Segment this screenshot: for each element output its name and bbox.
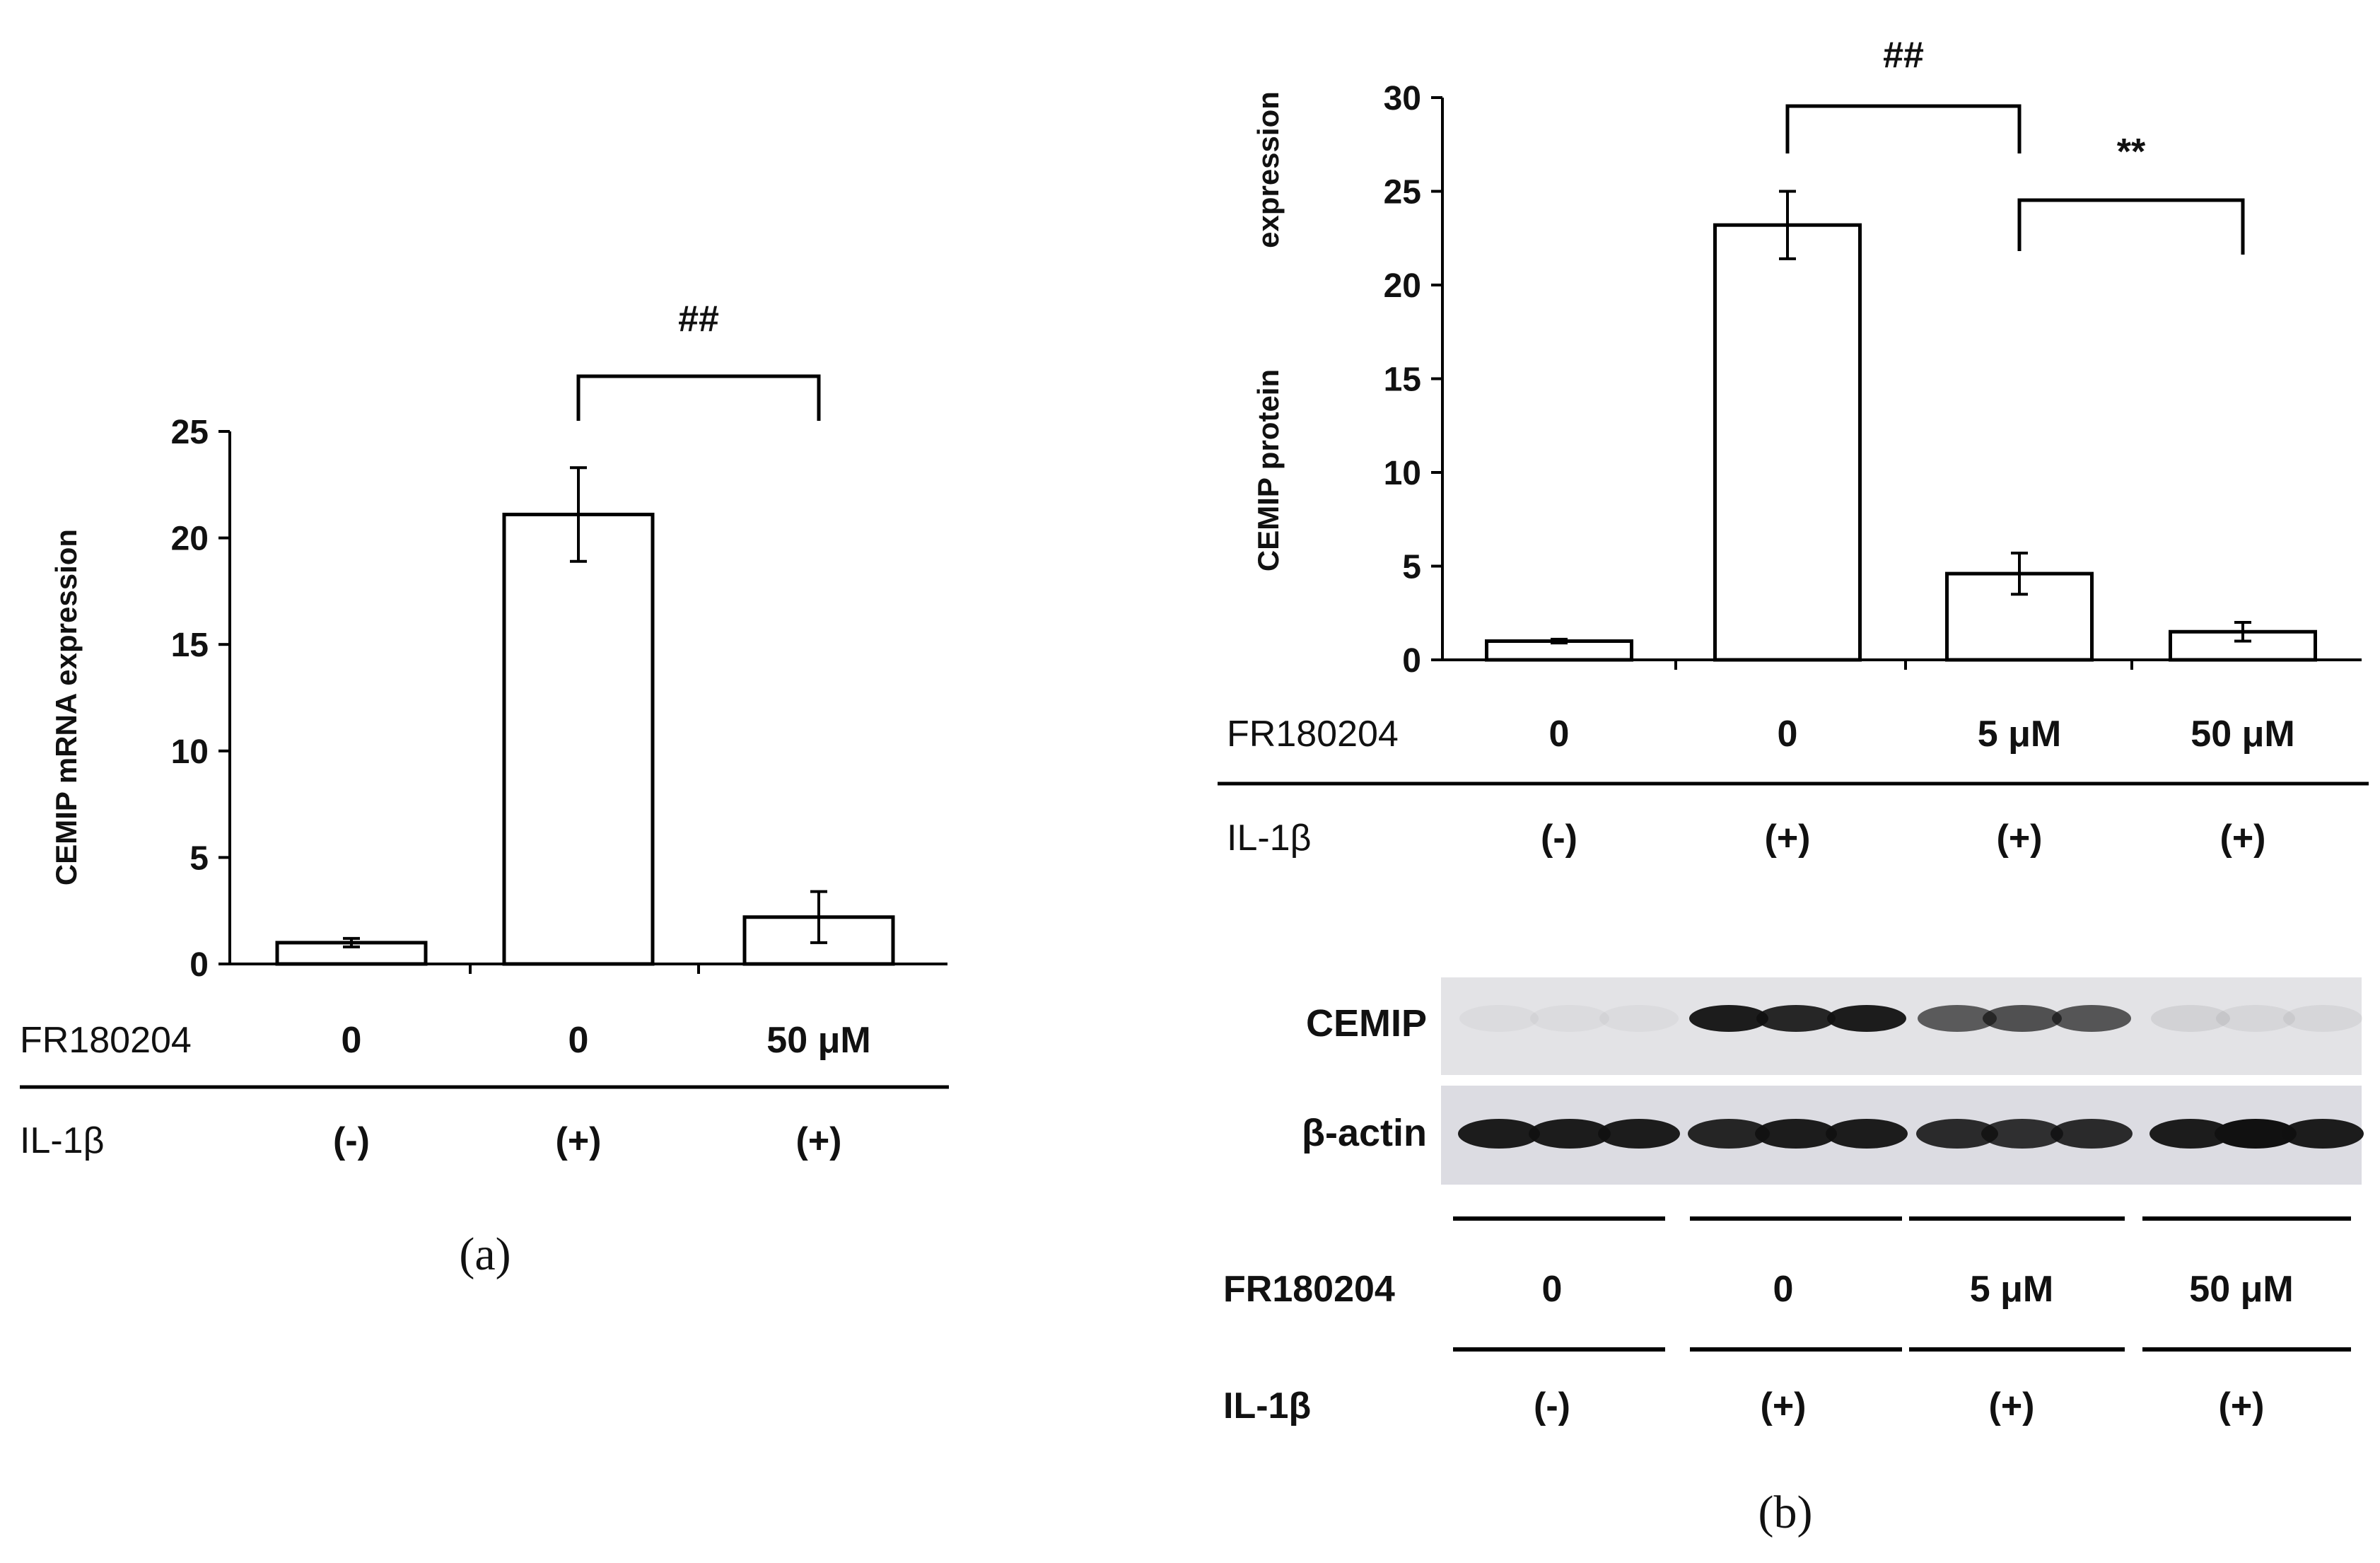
chartA-sig-bracket-0: [576, 374, 821, 421]
chartB-ytick-label: 10: [1384, 455, 1421, 492]
blot-band-actin-11: [2282, 1119, 2364, 1149]
blot-band-cemip-2: [1599, 1005, 1679, 1032]
chartB-row-0-value-2: 5 μM: [1978, 714, 2062, 755]
blot-bands: [1458, 1005, 2364, 1149]
blot-band-actin-0: [1458, 1119, 1540, 1149]
western-blot: CEMIP β-actin FR180204 0 0 5 μM 50 μM IL-1β (-…: [1223, 977, 2364, 1538]
chartA-ytick-label: 15: [171, 627, 209, 664]
blot-band-actin-8: [2051, 1119, 2133, 1149]
blot-band-cemip-3: [1689, 1005, 1768, 1032]
chartB-ytick-label: 0: [1402, 642, 1421, 680]
blot-band-actin-6: [1916, 1119, 1998, 1149]
chartB-sig-bracket-0: [1785, 104, 2022, 153]
chart-a-plot: ##: [228, 298, 947, 974]
chart-a: CEMIP mRNA expression 0 5 10 15 20 25 ## FR18…: [20, 298, 949, 1280]
chartA-sig-label-0: ##: [678, 298, 719, 339]
chartA-row-1-value-2: (+): [796, 1120, 842, 1161]
chart-b-rows: FR180204 0 0 5 μM 50 μM IL-1β (-) (+) (+) (+): [1218, 714, 2369, 859]
blot-band-cemip-10: [2216, 1005, 2295, 1032]
chart-a-yticks: 0 5 10 15 20 25: [171, 414, 230, 984]
blot-band-actin-5: [1826, 1119, 1908, 1149]
chartA-ytick-label: 25: [171, 414, 209, 451]
chartA-row-0-value-1: 0: [568, 1020, 589, 1061]
chartB-ytick-label: 20: [1384, 267, 1421, 305]
chartA-row-0-value-2: 50 μM: [766, 1020, 870, 1061]
chartA-row-label-0: FR180204: [20, 1020, 192, 1061]
panel-b-label: (b): [1758, 1487, 1813, 1538]
chart-b-plot: ## **: [1441, 35, 2362, 670]
blot-band-actin-4: [1755, 1119, 1837, 1149]
chartB-row-0-value-3: 50 μM: [2191, 714, 2294, 755]
chart-b-ylabel-line2: expression: [1252, 91, 1285, 248]
chartB-ytick-label: 5: [1402, 549, 1421, 586]
blot-band-actin-7: [1981, 1119, 2063, 1149]
chartB-row-0-value-1: 0: [1778, 714, 1798, 755]
chartB-row-label-1: IL-1β: [1227, 818, 1312, 859]
blot-label-cemip: CEMIP: [1306, 1002, 1427, 1045]
chartA-ytick-label: 10: [171, 733, 209, 771]
chart-b-yticks: 0 5 10 15 20 25 30: [1384, 80, 1442, 680]
chartA-ytick-label: 5: [189, 839, 209, 877]
blot-band-cemip-9: [2151, 1005, 2230, 1032]
blot-row-label-1: IL-1β: [1223, 1385, 1311, 1427]
blot-band-actin-1: [1529, 1119, 1611, 1149]
blot-row-1-value-2: (+): [1989, 1385, 2035, 1427]
chart-a-ylabel: CEMIP mRNA expression: [49, 529, 83, 885]
blot-row-1-value-1: (+): [1761, 1385, 1807, 1427]
chartB-sig-label-0: ##: [1883, 35, 1924, 76]
blot-band-cemip-7: [1983, 1005, 2062, 1032]
blot-band-actin-3: [1688, 1119, 1770, 1149]
blot-band-cemip-8: [2052, 1005, 2131, 1032]
chart-a-rows: FR180204 0 0 50 μM IL-1β (-) (+) (+): [20, 1020, 949, 1161]
chartB-sig-bracket-1: [2017, 198, 2245, 255]
chartB-row-1-value-3: (+): [2220, 818, 2266, 859]
blot-band-cemip-11: [2283, 1005, 2362, 1032]
chartB-row-0-value-0: 0: [1549, 714, 1570, 755]
chartB-ytick-label: 15: [1384, 361, 1421, 399]
blot-row-0-value-3: 50 μM: [2189, 1269, 2293, 1310]
blot-row-0-value-2: 5 μM: [1970, 1269, 2054, 1310]
chartB-sig-label-1: **: [2117, 132, 2146, 173]
blot-band-cemip-1: [1530, 1005, 1609, 1032]
chartB-row-1-value-0: (-): [1541, 818, 1577, 859]
chartA-ytick-label: 0: [189, 946, 209, 984]
blot-band-cemip-6: [1918, 1005, 1997, 1032]
blot-band-actin-2: [1598, 1119, 1680, 1149]
chartB-ytick-label: 30: [1384, 80, 1421, 117]
blot-row-0-value-0: 0: [1542, 1269, 1563, 1310]
chart-b: CEMIP protein expression 0 5 10 15 20 25 30 ##…: [1218, 35, 2369, 859]
blot-band-actin-10: [2215, 1119, 2297, 1149]
chartB-ytick-label: 25: [1384, 174, 1421, 211]
blot-row-1-value-3: (+): [2219, 1385, 2265, 1427]
chart-b-ylabel-line1: CEMIP protein: [1252, 369, 1285, 571]
chartB-bar-1: [1713, 223, 1862, 662]
blot-rows: FR180204 0 0 5 μM 50 μM IL-1β (-) (+) (+) (+): [1223, 1216, 2351, 1427]
blot-band-actin-9: [2149, 1119, 2232, 1149]
blot-row-0-value-1: 0: [1773, 1269, 1794, 1310]
chartB-row-label-0: FR180204: [1227, 714, 1399, 755]
chartA-row-1-value-1: (+): [556, 1120, 602, 1161]
blot-label-actin: β-actin: [1302, 1112, 1427, 1154]
blot-band-cemip-5: [1827, 1005, 1906, 1032]
blot-row-label-0: FR180204: [1223, 1269, 1395, 1310]
blot-strip-cemip: [1441, 977, 2362, 1075]
chartA-row-0-value-0: 0: [342, 1020, 362, 1061]
chartB-row-1-value-1: (+): [1765, 818, 1811, 859]
blot-band-cemip-0: [1459, 1005, 1539, 1032]
blot-row-1-value-0: (-): [1534, 1385, 1570, 1427]
panel-a-label: (a): [459, 1228, 511, 1280]
blot-band-cemip-4: [1756, 1005, 1836, 1032]
chartA-row-1-value-0: (-): [333, 1120, 370, 1161]
chartA-bar-1: [502, 512, 655, 966]
chartA-row-label-1: IL-1β: [20, 1120, 105, 1161]
chartA-ytick-label: 20: [171, 521, 209, 558]
chartB-row-1-value-2: (+): [1997, 818, 2043, 859]
